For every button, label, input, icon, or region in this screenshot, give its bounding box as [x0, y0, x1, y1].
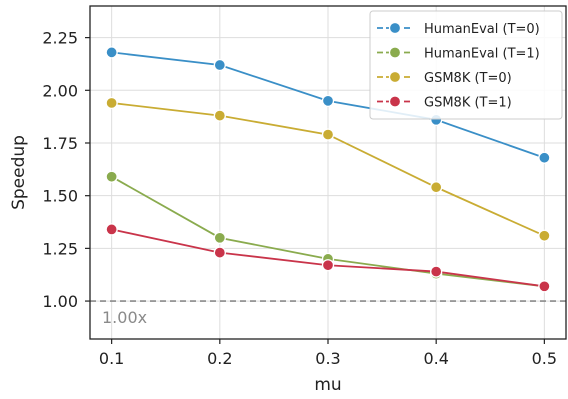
x-tick-label: 0.3 — [315, 349, 340, 368]
data-point — [213, 109, 226, 122]
legend-label: HumanEval (T=0) — [424, 22, 540, 37]
x-tick-label: 0.2 — [207, 349, 232, 368]
legend: HumanEval (T=0) HumanEval (T=1) GSM8K (T=0… — [369, 10, 563, 120]
legend-swatch-marker — [388, 21, 402, 35]
series — [105, 46, 551, 164]
legend-item: HumanEval (T=1) — [377, 46, 540, 62]
data-point — [213, 231, 226, 244]
legend-swatch-marker — [388, 95, 402, 108]
y-tick-label: 2.25 — [42, 29, 78, 48]
legend-item: GSM8K (T=0) — [377, 70, 512, 86]
data-point — [105, 96, 118, 110]
legend-item: GSM8K (T=1) — [377, 95, 512, 111]
legend-label: GSM8K (T=0) — [424, 71, 512, 86]
reference-line-label: 1.00x — [102, 308, 147, 327]
legend-item: HumanEval (T=0) — [377, 21, 540, 37]
legend-label: GSM8K (T=1) — [424, 96, 512, 111]
data-point — [105, 170, 118, 183]
legend-swatch-marker — [388, 70, 402, 84]
data-point — [105, 46, 118, 59]
x-axis-ticks: 0.1 0.2 0.3 0.4 0.5 — [99, 339, 557, 368]
data-point — [321, 128, 335, 141]
y-tick-label: 1.00 — [42, 292, 78, 311]
data-point — [538, 229, 551, 242]
legend-box — [369, 10, 563, 120]
y-axis-label: Speedup — [9, 135, 29, 210]
x-tick-label: 0.4 — [423, 349, 448, 368]
series — [105, 223, 551, 293]
x-axis-label: mu — [314, 375, 341, 395]
data-point — [321, 259, 335, 272]
reference-line-group: 1.00x — [90, 300, 566, 327]
y-tick-label: 1.25 — [42, 239, 78, 258]
data-point — [538, 151, 551, 164]
series-group — [105, 46, 551, 293]
y-tick-label: 1.50 — [42, 187, 78, 206]
data-point — [321, 94, 335, 107]
data-point — [213, 246, 226, 259]
data-point — [430, 181, 443, 194]
data-point — [538, 280, 551, 293]
y-axis-ticks: 1.00 1.25 1.50 1.75 2.00 2.25 — [42, 29, 90, 311]
x-tick-label: 0.1 — [99, 349, 124, 368]
series — [105, 96, 551, 242]
data-point — [213, 58, 226, 72]
x-tick-label: 0.5 — [532, 349, 557, 368]
legend-label: HumanEval (T=1) — [424, 47, 540, 62]
data-point — [105, 223, 118, 236]
data-point — [430, 265, 443, 278]
legend-swatch-marker — [388, 46, 402, 59]
y-tick-label: 1.75 — [42, 134, 78, 153]
y-tick-label: 2.00 — [42, 81, 78, 100]
